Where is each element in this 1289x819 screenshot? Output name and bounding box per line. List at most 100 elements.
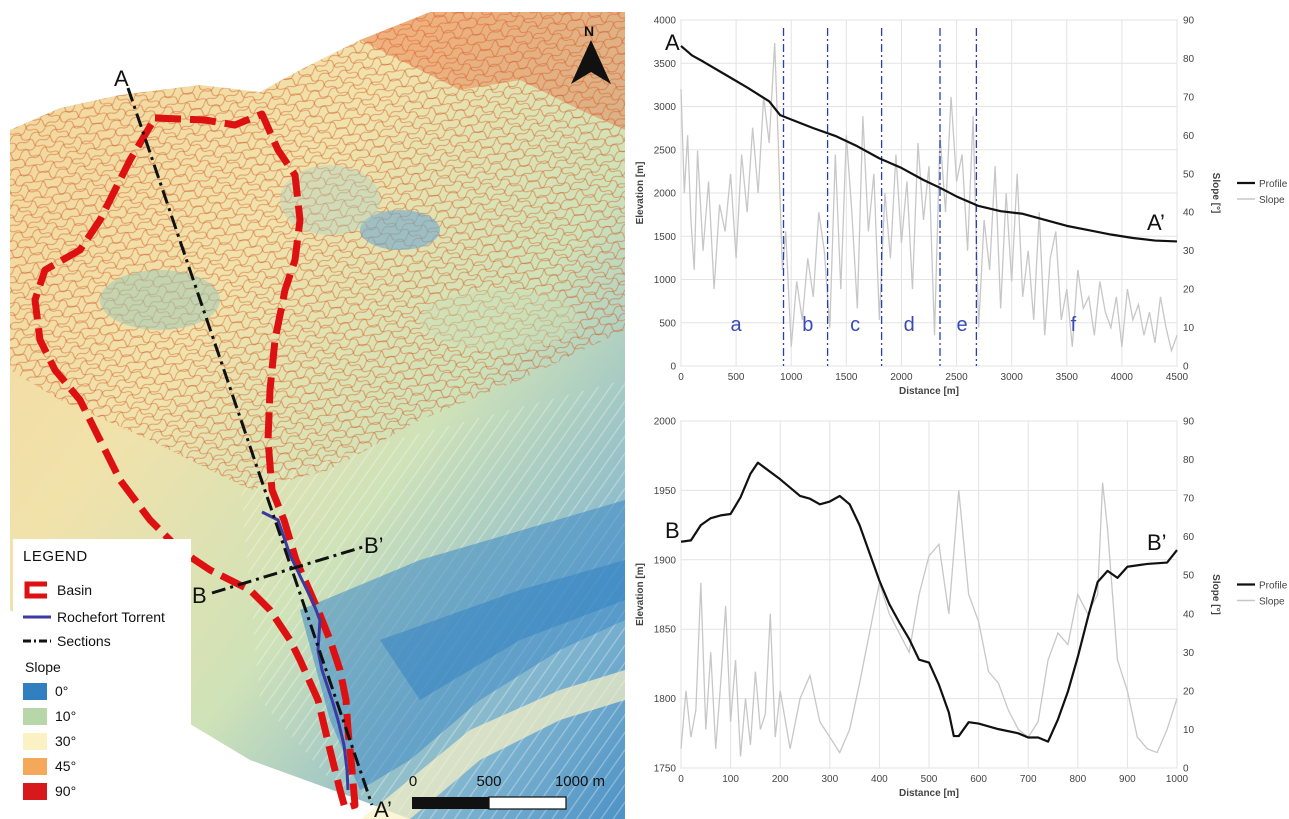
legend-slope-class: 30° [23,730,76,752]
y-tick-label: 0 [670,362,676,373]
legend-slope-class: 10° [23,705,76,727]
legend-slope-label: Slope [1259,597,1285,608]
y2-tick-label: 80 [1183,54,1195,65]
profile-start-label: A [665,30,680,55]
x-tick-label: 1000 [1166,774,1189,785]
basin-outline [31,110,359,812]
slope-series-line [680,43,1178,353]
y2-tick-label: 80 [1183,455,1195,466]
slope-swatch [23,757,47,775]
y2-tick-label: 20 [1183,686,1195,697]
profile-end-label: A’ [1147,210,1165,235]
x-tick-label: 1500 [835,372,858,383]
slope-class-label: 90° [55,783,77,799]
rochefort-torrent [261,510,350,791]
x-tick-label: 500 [728,372,745,383]
north-label: N [584,23,594,39]
y-tick-label: 2000 [654,189,677,200]
legend-item-torrent: Rochefort Torrent [23,606,165,628]
map-label-a-prime: A’ [374,797,392,819]
profile-chart-a-a-prime: 0 500 1000 1500 2000 2500 3000 3500 4000 45000500… [635,16,1288,398]
legend-item-sections: Sections [23,630,111,652]
zone-label: f [1071,314,1077,336]
profile-chart-b-b-prime: 0 100 200 300 400 500 600 700 800 900 100017501800… [635,417,1288,800]
legend-item-basin: Basin [23,579,92,601]
legend-profile-label: Profile [1259,581,1288,592]
x-tick-label: 3500 [1056,372,1079,383]
y-tick-label: 2000 [654,417,677,428]
y-tick-label: 1850 [654,625,677,636]
y-tick-label: 1950 [654,486,677,497]
x-axis-title: Distance [m] [899,386,959,397]
y2-tick-label: 0 [1183,362,1189,373]
y-tick-label: 1000 [654,275,677,286]
scale-label-1000: 1000 m [555,773,605,790]
x-tick-label: 0 [678,372,684,383]
y2-tick-label: 50 [1183,571,1195,582]
legend-slope-class: 45° [23,755,76,777]
slope-class-label: 10° [55,708,77,724]
profile-series-line [680,461,1178,743]
x-tick-label: 300 [821,774,838,785]
y-tick-label: 1900 [654,555,677,566]
slope-class-label: 0° [55,683,69,699]
y2-tick-label: 30 [1183,246,1195,257]
y2-tick-label: 90 [1183,417,1195,428]
map-label-b: B [192,583,207,608]
zone-label: c [850,314,860,336]
y2-tick-label: 30 [1183,648,1195,659]
x-tick-label: 2000 [890,372,913,383]
north-arrow-icon [571,40,611,84]
profile-series-line [680,45,1178,243]
x-tick-label: 100 [722,774,739,785]
map-label-a: A [114,66,129,91]
legend-profile-label: Profile [1259,179,1288,190]
y2-axis-title: Slope [°] [1210,173,1221,214]
slope-swatch [23,707,47,725]
slope-swatch [23,782,47,800]
zone-label: a [731,314,743,336]
map-label-b-prime: B’ [364,533,384,558]
y-tick-label: 3000 [654,102,677,113]
y-axis-title: Elevation [m] [635,162,646,225]
scale-label-500: 500 [476,773,501,790]
x-tick-label: 900 [1119,774,1136,785]
sections-line-icon [23,639,51,643]
y2-tick-label: 60 [1183,131,1195,142]
y-tick-label: 500 [659,318,676,329]
slope-map: A A’ B B’ N 0 500 1000 m LEGEND Basin [0,0,625,819]
y2-tick-label: 70 [1183,494,1195,505]
zone-label: d [904,314,915,336]
x-tick-label: 4500 [1166,372,1189,383]
slope-swatch [23,732,47,750]
torrent-line-icon [23,615,51,619]
y-tick-label: 1750 [654,764,677,775]
legend-label-torrent: Rochefort Torrent [57,609,165,625]
x-tick-label: 3000 [1001,372,1024,383]
x-tick-label: 4000 [1111,372,1134,383]
legend-slope-class: 0° [23,680,68,702]
y2-tick-label: 90 [1183,16,1195,27]
basin-symbol-icon [24,581,47,599]
map-legend: LEGEND Basin Rochefort Torrent Sections … [13,539,191,806]
legend-title: LEGEND [23,548,88,565]
slope-class-label: 45° [55,758,77,774]
y2-tick-label: 70 [1183,92,1195,103]
x-tick-label: 800 [1069,774,1086,785]
section-a-line [126,87,374,806]
y-tick-label: 3500 [654,59,677,70]
profile-end-label: B’ [1147,530,1167,555]
y2-tick-label: 20 [1183,285,1195,296]
y2-tick-label: 40 [1183,609,1195,620]
y2-axis-title: Slope [°] [1210,574,1221,615]
y-tick-label: 1500 [654,232,677,243]
legend-slope-label: Slope [1259,195,1285,206]
y2-tick-label: 60 [1183,532,1195,543]
legend-label-basin: Basin [57,582,93,598]
x-tick-label: 700 [1020,774,1037,785]
legend-slope-class: 90° [23,780,76,802]
scale-label-0: 0 [409,773,417,790]
zone-label: b [802,314,813,336]
x-tick-label: 2500 [945,372,968,383]
y-tick-label: 2500 [654,145,677,156]
